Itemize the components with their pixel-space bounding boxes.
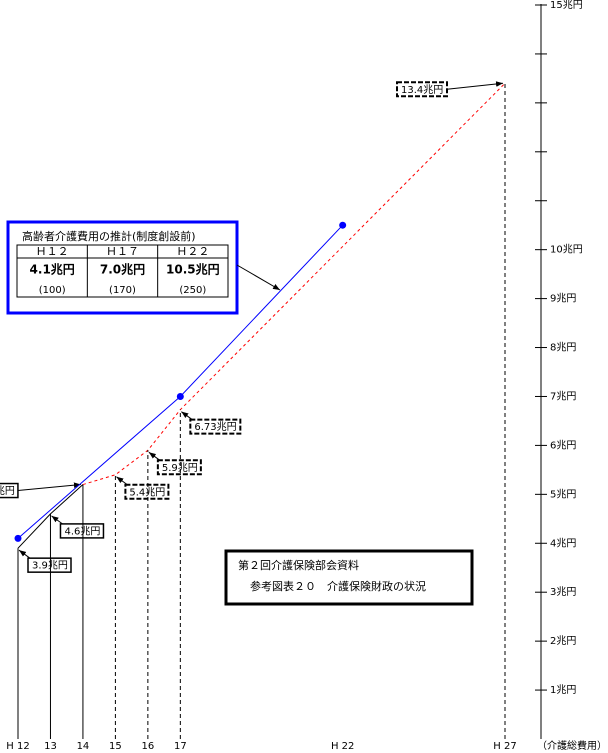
table-title: 高齢者介護費用の推計(制度創設前): [22, 229, 196, 243]
value-label-box: [124, 483, 170, 500]
y-tick-label: 8兆円: [550, 342, 576, 354]
value-label: 6.73兆円: [194, 421, 236, 433]
note-box: [224, 549, 474, 606]
value-label-box: [27, 557, 72, 573]
value-label: 3.9兆円: [32, 560, 68, 572]
value-label: 5.9兆円: [162, 462, 198, 474]
value-label-box: [189, 418, 242, 435]
x-tick-label: 13: [44, 741, 57, 752]
table-arrow: [236, 264, 281, 291]
table-grid: [16, 244, 229, 298]
y-tick-label: 9兆円: [550, 293, 576, 305]
label-arrow: [148, 451, 161, 461]
table-index: (250): [179, 285, 206, 296]
label-arrow: [51, 515, 63, 525]
note-line: 参考図表２０ 介護保険財政の状況: [250, 579, 426, 593]
y-axis-label: （介護総費用）: [537, 739, 607, 752]
label-arrow: [116, 476, 128, 486]
table-box: [6, 220, 239, 315]
table-value: 10.5兆円: [166, 262, 220, 277]
y-tick-label: 2兆円: [550, 635, 576, 647]
y-tick-label: 6兆円: [550, 439, 576, 451]
table-header: Ｈ１７: [106, 245, 139, 258]
label-arrow: [181, 411, 193, 421]
label-arrow: [18, 549, 31, 559]
y-tick-label: 15兆円: [550, 0, 583, 11]
value-label: 5.4兆円: [129, 486, 165, 498]
value-label: 5.2兆円: [0, 485, 15, 497]
x-tick-label: H 22: [331, 741, 354, 752]
x-tick-label: H 12: [6, 741, 29, 752]
series-line: [82, 82, 506, 486]
y-tick-label: 4兆円: [550, 537, 576, 549]
point: [339, 221, 347, 229]
value-label-box: [156, 459, 202, 476]
y-tick-label: 7兆円: [550, 390, 576, 402]
y-tick-label: 5兆円: [550, 488, 576, 500]
label-arrow: [17, 482, 81, 492]
x-tick-label: 17: [174, 741, 187, 752]
label-arrow: [446, 81, 504, 90]
table-value: 7.0兆円: [100, 262, 145, 277]
point: [14, 534, 22, 542]
y-tick-label: 10兆円: [550, 244, 583, 256]
point: [176, 392, 184, 400]
table-header: Ｈ２２: [176, 245, 209, 258]
y-tick-label: 1兆円: [550, 684, 576, 696]
table-index: (170): [109, 285, 136, 296]
x-tick-label: 15: [109, 741, 122, 752]
value-label: 4.6兆円: [64, 525, 100, 537]
table-header: Ｈ１２: [36, 245, 69, 258]
table-value: 4.1兆円: [30, 262, 75, 277]
value-label: 13.4兆円: [401, 84, 443, 96]
x-tick-label: H 27: [493, 741, 516, 752]
table-index: (100): [39, 285, 66, 296]
x-tick-label: 14: [77, 741, 90, 752]
x-tick-label: 16: [141, 741, 154, 752]
y-tick-label: 3兆円: [550, 586, 576, 598]
note-line: 第２回介護保険部会資料: [238, 558, 359, 572]
value-label-box: [59, 523, 105, 539]
